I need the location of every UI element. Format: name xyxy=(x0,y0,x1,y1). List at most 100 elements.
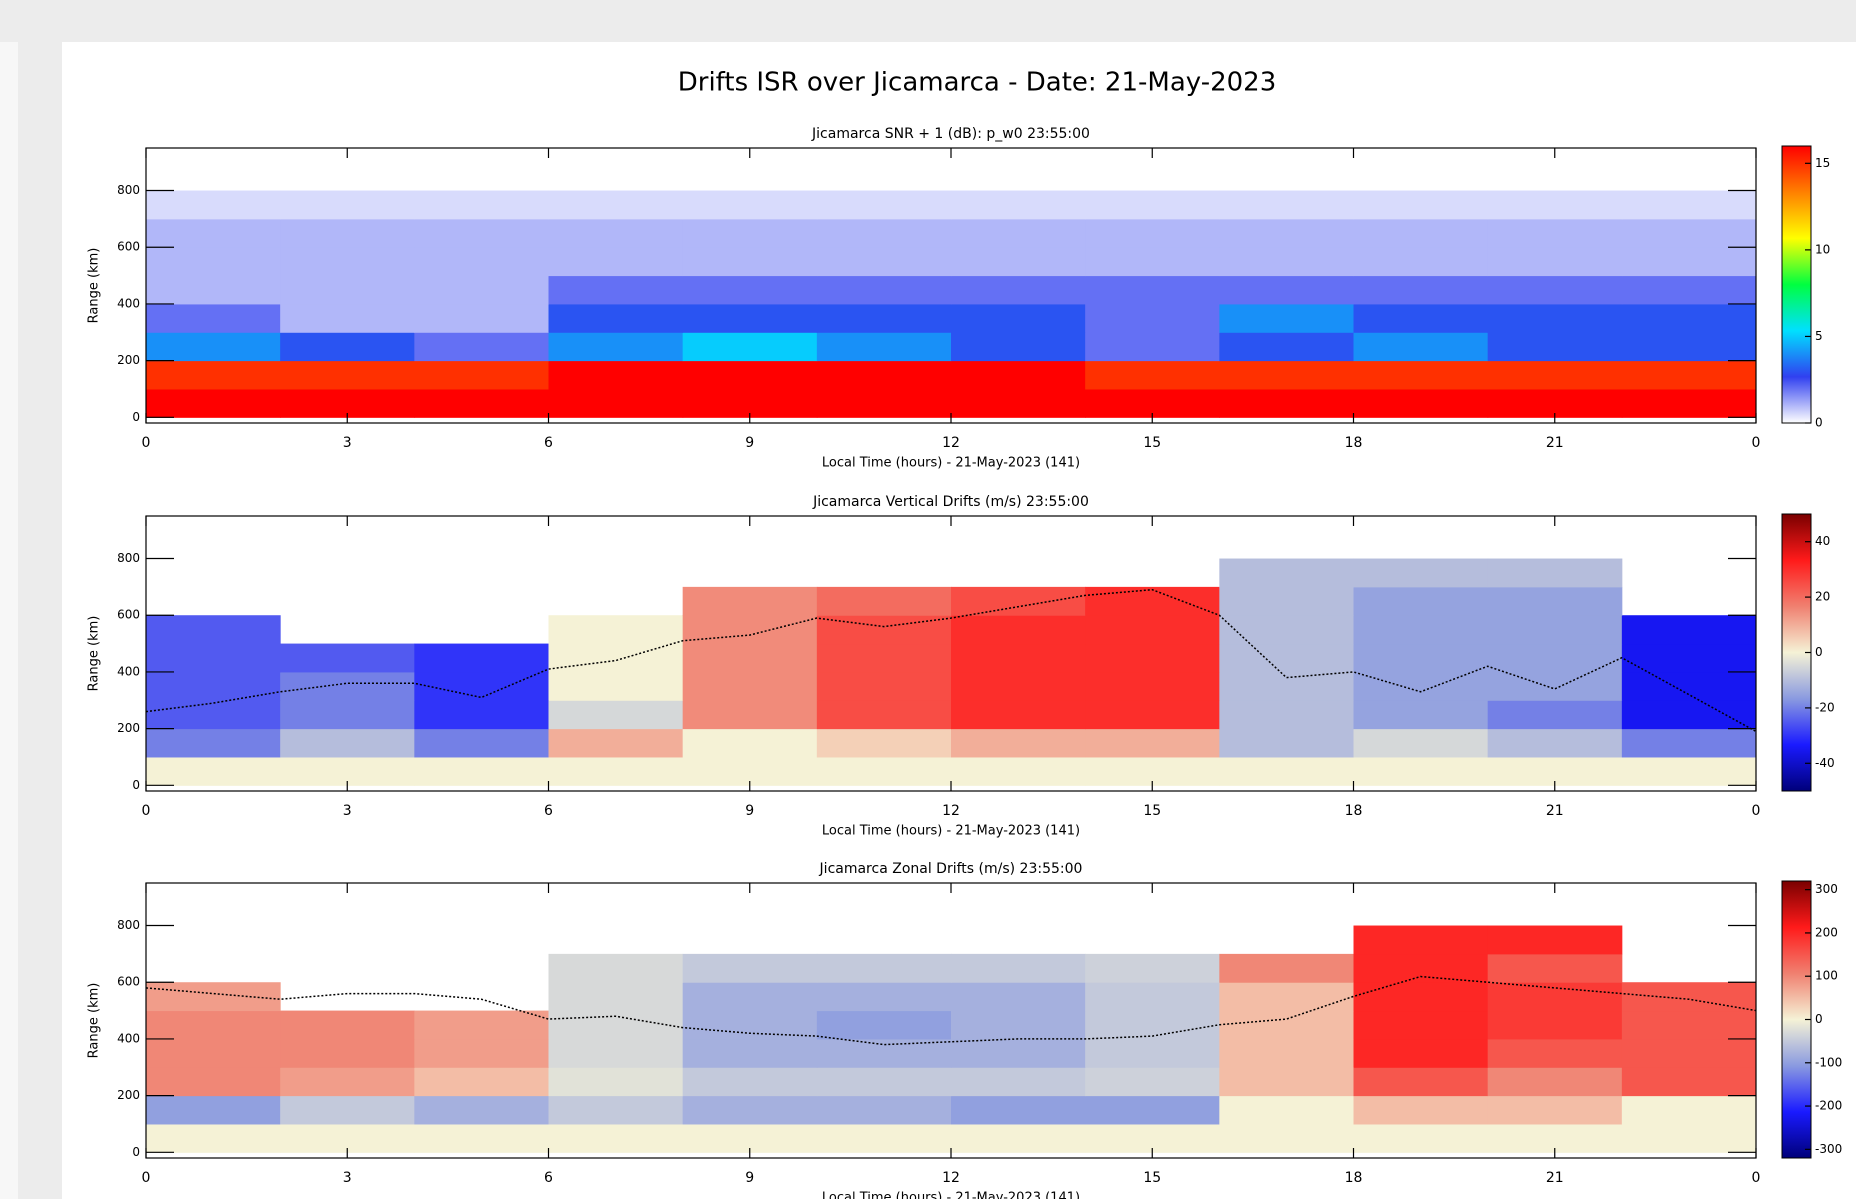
heat-cell xyxy=(1219,982,1354,1012)
heat-cell xyxy=(414,756,549,786)
heat-cell xyxy=(816,1010,952,1040)
heat-cell xyxy=(146,700,281,730)
heat-cell xyxy=(951,303,1086,333)
heat-cell xyxy=(1621,332,1757,362)
heat-cell xyxy=(816,953,952,983)
heat-cell xyxy=(1353,700,1489,730)
heat-cell xyxy=(1085,360,1220,390)
heat-cell xyxy=(1621,388,1757,418)
y-axis-label: Range (km) xyxy=(87,248,102,324)
heat-cell xyxy=(1487,700,1623,730)
x-tick-label: 6 xyxy=(544,1170,553,1186)
heat-cell xyxy=(146,303,281,333)
heat-cell xyxy=(951,1038,1086,1068)
heat-cell xyxy=(1487,1038,1623,1068)
heat-cell xyxy=(1085,643,1220,673)
heat-cell xyxy=(1487,360,1623,390)
heat-cell xyxy=(280,332,415,362)
heat-cell xyxy=(951,586,1086,616)
heat-cell xyxy=(146,332,281,362)
y-tick-label: 400 xyxy=(117,296,140,310)
heat-cell xyxy=(414,1067,549,1097)
page-title: Drifts ISR over Jicamarca - Date: 21-May… xyxy=(678,68,1277,98)
x-tick-label: 3 xyxy=(343,435,352,451)
heat-cell xyxy=(280,700,415,730)
heat-cell xyxy=(414,218,549,248)
heat-cell xyxy=(1219,671,1354,701)
heat-cell xyxy=(1353,275,1489,305)
heat-cell xyxy=(1487,190,1623,220)
heat-cell xyxy=(816,1038,952,1068)
x-tick-label: 6 xyxy=(544,435,553,451)
heat-cell xyxy=(1353,190,1489,220)
heat-cell xyxy=(1487,728,1623,758)
x-tick-label: 21 xyxy=(1546,1170,1564,1186)
heat-cell xyxy=(1085,275,1220,305)
panel-title: Jicamarca SNR + 1 (dB): p_w0 23:55:00 xyxy=(811,126,1090,142)
heat-cell xyxy=(951,190,1086,220)
colorbar-tick-label: 0 xyxy=(1815,416,1823,430)
heat-cell xyxy=(414,1010,549,1040)
heat-cell xyxy=(1487,982,1623,1012)
x-tick-label: 0 xyxy=(142,435,151,451)
heat-cell xyxy=(146,1038,281,1068)
colorbar-tick-label: -200 xyxy=(1815,1099,1842,1113)
heat-cell xyxy=(1487,558,1623,588)
heat-cell xyxy=(548,275,684,305)
heat-cell xyxy=(1353,953,1489,983)
x-tick-label: 21 xyxy=(1546,803,1564,819)
heat-cell xyxy=(816,643,952,673)
heat-cell xyxy=(951,332,1086,362)
heat-cell xyxy=(548,1095,684,1125)
x-tick-label: 15 xyxy=(1143,803,1161,819)
heat-cell xyxy=(548,190,684,220)
heat-cell xyxy=(548,615,684,645)
heat-cell xyxy=(548,982,684,1012)
heat-cell xyxy=(1621,1123,1757,1153)
heat-cell xyxy=(1487,953,1623,983)
heat-cell xyxy=(816,728,952,758)
heat-cell xyxy=(146,982,281,1012)
x-axis-label: Local Time (hours) - 21-May-2023 (141) xyxy=(822,824,1080,839)
heat-cell xyxy=(1219,558,1354,588)
heat-cell xyxy=(146,1067,281,1097)
heat-cell xyxy=(1353,1010,1489,1040)
heat-cell xyxy=(682,728,818,758)
heat-cell xyxy=(951,1010,1086,1040)
y-tick-label: 800 xyxy=(117,183,140,197)
colorbar-tick-label: 0 xyxy=(1815,645,1823,659)
heat-cell xyxy=(414,671,549,701)
heat-cell xyxy=(816,671,952,701)
y-tick-label: 600 xyxy=(117,975,140,989)
colorbar xyxy=(1781,145,1812,424)
heat-cell xyxy=(1085,332,1220,362)
heat-cell xyxy=(682,643,818,673)
x-tick-label: 18 xyxy=(1345,803,1363,819)
heat-cell xyxy=(1085,1010,1220,1040)
heat-cell xyxy=(548,671,684,701)
x-tick-label: 3 xyxy=(343,1170,352,1186)
colorbar-tick-label: 10 xyxy=(1815,242,1830,256)
heat-cell xyxy=(1219,1123,1354,1153)
heat-cell xyxy=(1353,1038,1489,1068)
heat-cell xyxy=(548,360,684,390)
heat-cell xyxy=(548,218,684,248)
x-tick-label: 6 xyxy=(544,803,553,819)
heat-cell xyxy=(548,388,684,418)
heat-cell xyxy=(146,247,281,277)
y-tick-label: 400 xyxy=(117,664,140,678)
heat-cell xyxy=(951,360,1086,390)
heat-cell xyxy=(280,218,415,248)
heat-cell xyxy=(1621,1010,1757,1040)
x-axis-label: Local Time (hours) - 21-May-2023 (141) xyxy=(822,456,1080,471)
colorbar-tick-label: 0 xyxy=(1815,1012,1823,1026)
y-axis-label: Range (km) xyxy=(87,983,102,1059)
heat-cell xyxy=(1487,586,1623,616)
heat-cell xyxy=(682,586,818,616)
profile-line xyxy=(145,975,1757,1046)
heat-cell xyxy=(414,728,549,758)
y-tick-label: 600 xyxy=(117,240,140,254)
x-tick-label: 15 xyxy=(1143,1170,1161,1186)
heat-cell xyxy=(1219,586,1354,616)
heat-cell xyxy=(816,218,952,248)
